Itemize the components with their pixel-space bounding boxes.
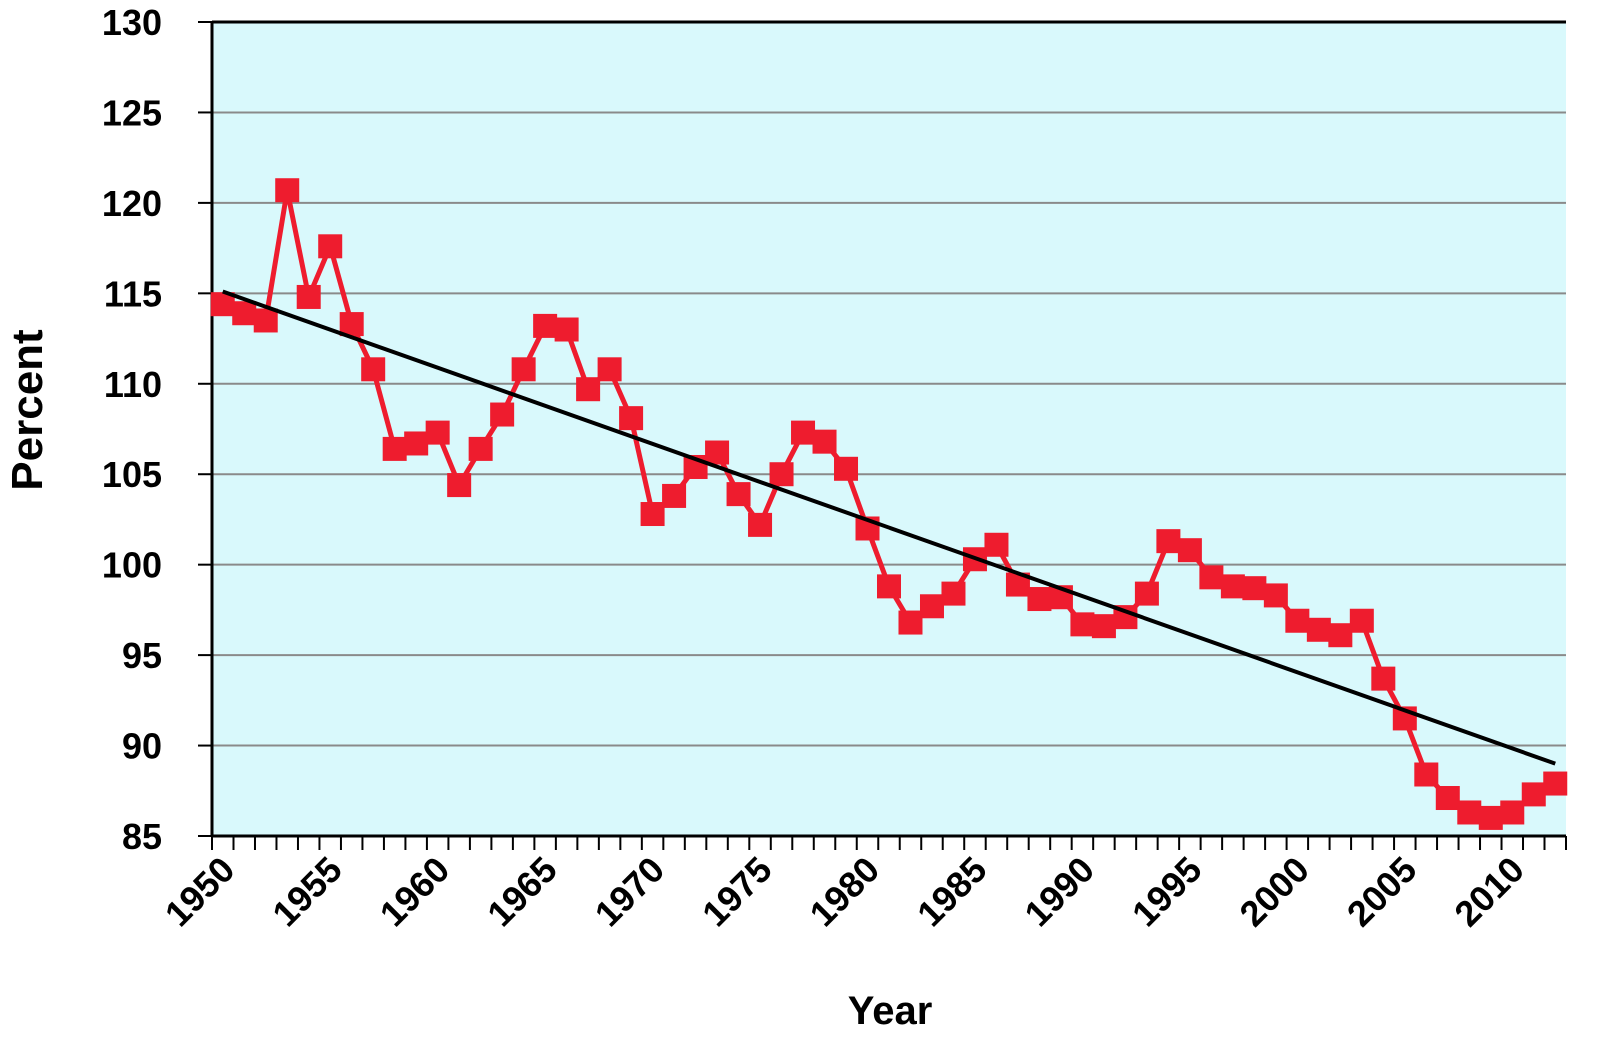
y-tick-label: 120	[102, 183, 162, 224]
marker	[640, 502, 665, 527]
y-tick-label: 100	[102, 545, 162, 586]
marker	[275, 178, 300, 203]
y-tick-label: 110	[104, 364, 162, 405]
y-axis-label: Percent	[3, 329, 52, 491]
x-tick-label: 1955	[264, 849, 350, 935]
marker	[1027, 587, 1052, 612]
x-tick-label: 2010	[1446, 849, 1532, 935]
marker	[554, 317, 579, 342]
marker	[232, 301, 257, 326]
marker	[404, 431, 429, 456]
marker	[576, 377, 601, 402]
y-tick-label: 125	[102, 92, 162, 133]
marker	[1070, 612, 1095, 637]
marker	[1156, 529, 1181, 554]
marker	[941, 581, 966, 606]
marker	[339, 312, 364, 337]
marker	[834, 456, 859, 481]
marker	[425, 420, 450, 445]
x-tick-label: 1985	[909, 849, 995, 935]
marker	[1263, 583, 1288, 608]
y-tick-label: 90	[122, 726, 162, 767]
x-tick-label: 1965	[479, 849, 565, 935]
x-tick-label: 1950	[157, 849, 243, 935]
marker	[1134, 581, 1159, 606]
x-tick-label: 1970	[587, 849, 673, 935]
x-tick-label: 1995	[1124, 849, 1210, 935]
marker	[812, 429, 837, 454]
marker	[1306, 617, 1331, 642]
marker	[1091, 614, 1116, 639]
marker	[296, 284, 321, 309]
x-tick-label: 1980	[802, 849, 888, 935]
y-tick-label: 130	[102, 2, 162, 43]
marker	[1199, 565, 1224, 590]
marker	[1285, 608, 1310, 633]
marker	[877, 574, 901, 599]
marker	[919, 594, 944, 619]
line	[222, 289, 1556, 766]
marker	[1543, 771, 1568, 796]
marker	[447, 473, 472, 498]
marker	[1242, 576, 1267, 601]
marker	[705, 440, 730, 465]
marker	[1521, 782, 1546, 807]
y-tick-label: 85	[122, 816, 162, 857]
x-tick-label: 1990	[1016, 849, 1102, 935]
marker	[1328, 623, 1353, 648]
plot-area	[212, 22, 1566, 836]
marker	[769, 462, 794, 487]
marker	[1478, 805, 1503, 830]
marker	[619, 406, 644, 431]
x-axis-label: Year	[848, 989, 933, 1033]
y-tick-label: 115	[104, 273, 162, 314]
x-tick-label: 2005	[1339, 849, 1425, 935]
marker	[1371, 666, 1396, 691]
marker	[791, 420, 816, 445]
marker	[898, 610, 923, 635]
x-tick-label: 2000	[1231, 849, 1317, 935]
marker	[490, 402, 515, 427]
marker	[1177, 538, 1202, 563]
marker	[468, 436, 493, 461]
marker	[361, 357, 386, 382]
marker	[1349, 608, 1374, 633]
marker	[533, 313, 558, 338]
marker	[1435, 786, 1460, 811]
x-tick-label: 1960	[372, 849, 458, 935]
x-tick-label: 1975	[694, 849, 780, 935]
y-tick-label: 95	[122, 635, 162, 676]
marker	[511, 357, 536, 382]
marker	[984, 532, 1009, 557]
marker	[1414, 762, 1439, 787]
marker	[726, 482, 751, 507]
marker	[1457, 800, 1482, 825]
marker	[382, 436, 407, 461]
marker	[253, 308, 278, 333]
marker	[597, 357, 622, 382]
marker	[1220, 574, 1245, 599]
marker	[748, 512, 773, 537]
marker	[662, 483, 687, 508]
marker	[318, 234, 343, 259]
y-tick-label: 105	[102, 454, 162, 495]
marker	[1500, 800, 1525, 825]
